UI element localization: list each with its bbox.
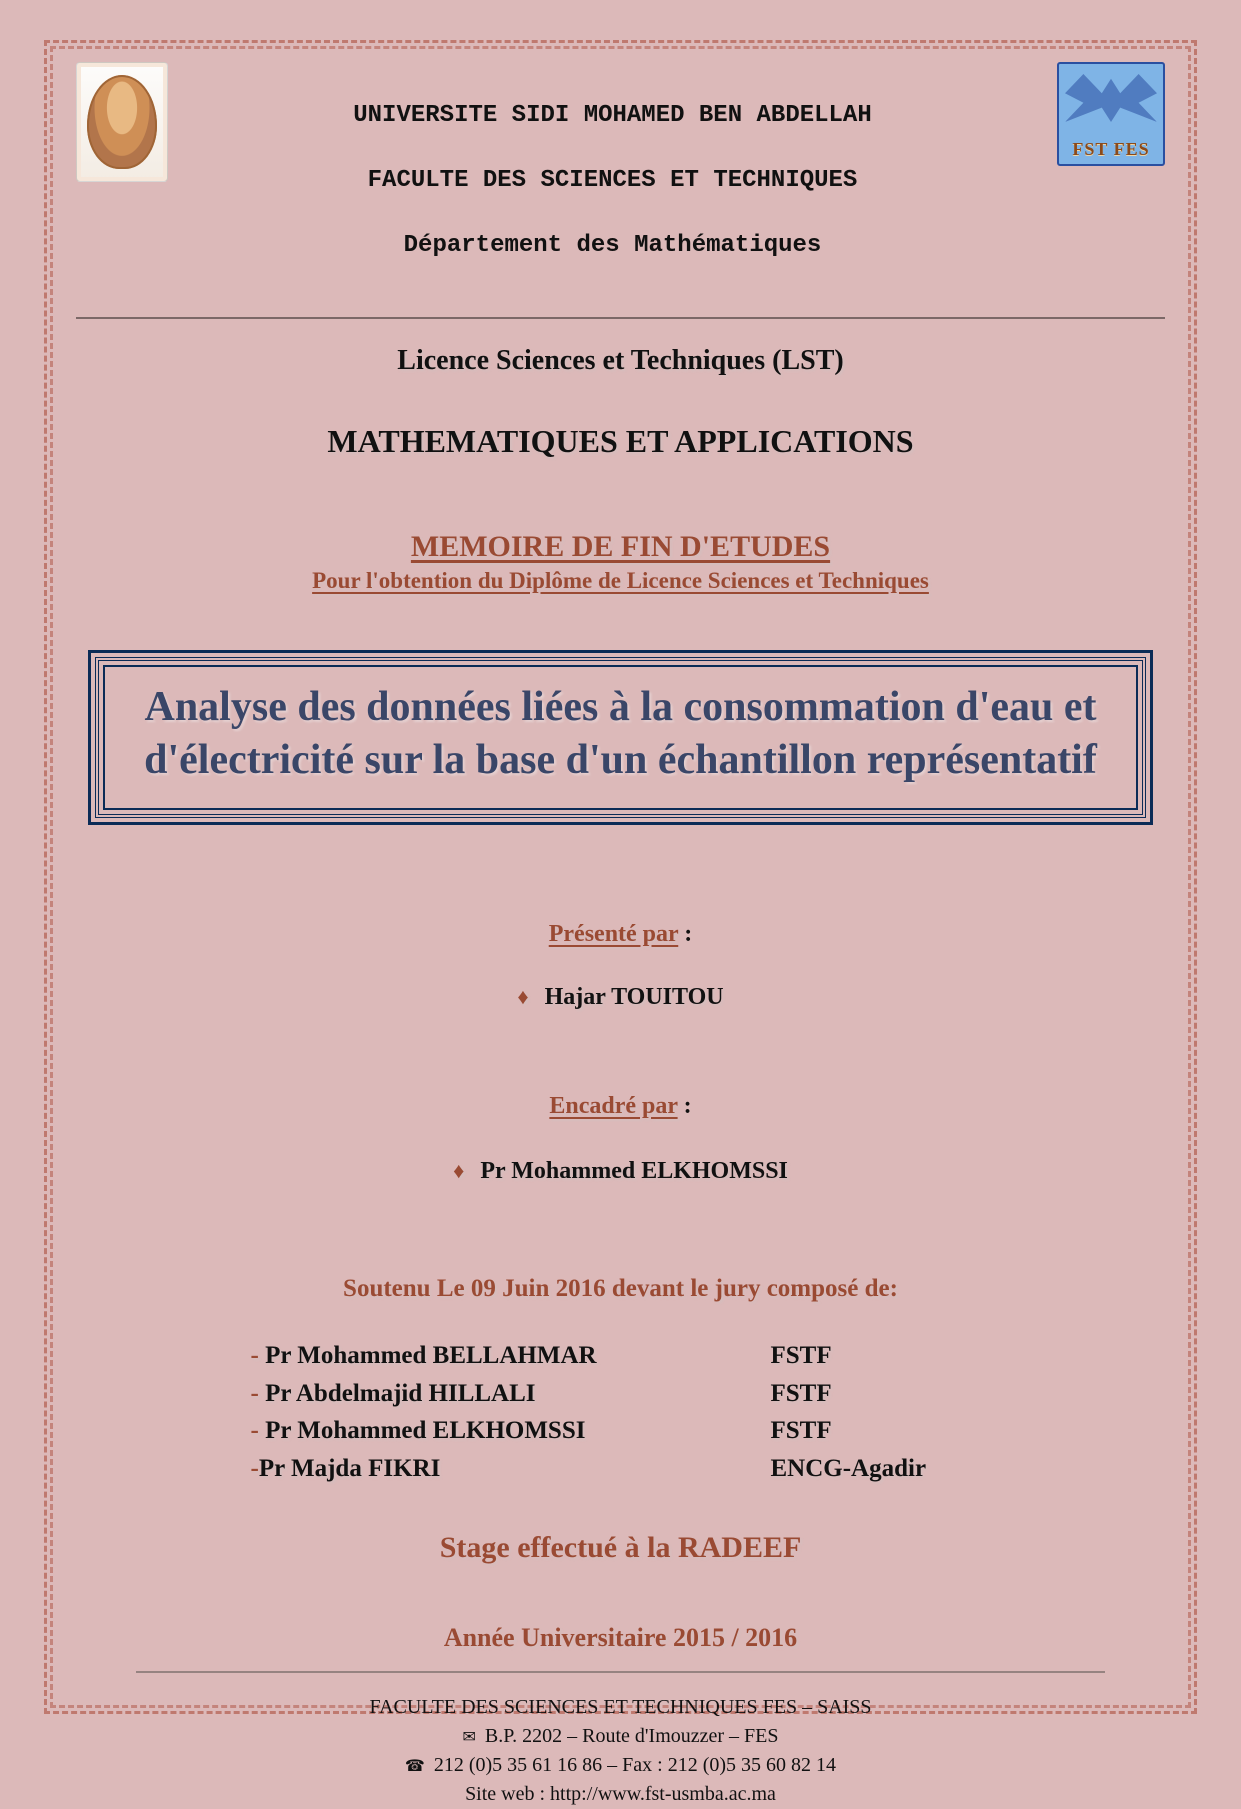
supervised-by-label: Encadré par [549,1093,677,1119]
jury-affiliation: ENCG-Agadir [771,1450,1011,1488]
jury-row: -Pr Majda FIKRI ENCG-Agadir [231,1450,1011,1488]
department-name: Département des Mathématiques [186,230,1039,262]
supervised-by-row: Encadré par : [72,1093,1169,1120]
presented-by-row: Présenté par : [72,921,1169,948]
supervisor-row: ♦ Pr Mohammed ELKHOMSSI [72,1158,1169,1185]
footer-website: Site web : http://www.fst-usmba.ac.ma [72,1780,1169,1809]
defense-line: Soutenu Le 09 Juin 2016 devant le jury c… [72,1275,1169,1303]
author-row: ♦ Hajar TOUITOU [72,984,1169,1011]
jury-affiliation: FSTF [771,1375,1011,1413]
supervisor-name: Pr Mohammed ELKHOMSSI [480,1158,788,1184]
university-name: UNIVERSITE SIDI MOHAMED BEN ABDELLAH [186,100,1039,132]
horizontal-rule-bottom [136,1671,1105,1673]
bullet-icon: ♦ [453,1158,474,1183]
phone-icon: ☎ [405,1758,429,1775]
memoire-heading: MEMOIRE DE FIN D'ETUDES [72,530,1169,564]
faculty-name: FACULTE DES SCIENCES ET TECHNIQUES [186,165,1039,197]
presented-by-label: Présenté par [549,921,679,947]
thesis-title: Analyse des données liées à la consommat… [123,681,1118,789]
jury-row: - Pr Abdelmajid HILLALI FSTF [231,1375,1011,1413]
institution-heading: UNIVERSITE SIDI MOHAMED BEN ABDELLAH FAC… [186,62,1039,295]
memoire-subtitle: Pour l'obtention du Diplôme de Licence S… [72,568,1169,594]
bullet-icon: ♦ [517,984,538,1009]
jury-name: Pr Mohammed ELKHOMSSI [265,1417,585,1444]
header-row: UNIVERSITE SIDI MOHAMED BEN ABDELLAH FAC… [72,60,1169,295]
jury-row: - Pr Mohammed ELKHOMSSI FSTF [231,1412,1011,1450]
jury-row: - Pr Mohammed BELLAHMAR FSTF [231,1337,1011,1375]
mail-icon: ✉ [463,1729,480,1746]
footer-block: FACULTE DES SCIENCES ET TECHNIQUES FES –… [72,1693,1169,1809]
internship-line: Stage effectué à la RADEEF [72,1531,1169,1565]
fst-wings-icon [1065,74,1157,122]
footer-phone: 212 (0)5 35 61 16 86 – Fax : 212 (0)5 35… [434,1754,836,1776]
author-name: Hajar TOUITOU [545,984,724,1010]
program-name: MATHEMATIQUES ET APPLICATIONS [72,423,1169,460]
horizontal-rule-top [76,317,1165,319]
page-content: UNIVERSITE SIDI MOHAMED BEN ABDELLAH FAC… [72,60,1169,1694]
footer-faculty: FACULTE DES SCIENCES ET TECHNIQUES FES –… [72,1693,1169,1722]
jury-affiliation: FSTF [771,1412,1011,1450]
jury-name: Pr Majda FIKRI [259,1455,440,1482]
university-crest-logo [76,62,168,182]
fst-fes-logo: FST FES [1057,62,1165,166]
crest-icon [87,75,157,169]
fst-fes-label: FST FES [1059,139,1163,160]
jury-list: - Pr Mohammed BELLAHMAR FSTF - Pr Abdelm… [231,1337,1011,1487]
jury-affiliation: FSTF [771,1337,1011,1375]
jury-name: Pr Mohammed BELLAHMAR [265,1342,596,1369]
jury-name: Pr Abdelmajid HILLALI [265,1380,535,1407]
academic-year: Année Universitaire 2015 / 2016 [72,1623,1169,1653]
degree-line: Licence Sciences et Techniques (LST) [72,345,1169,377]
thesis-title-box: Analyse des données liées à la consommat… [88,650,1153,826]
footer-address: B.P. 2202 – Route d'Imouzzer – FES [485,1725,779,1747]
